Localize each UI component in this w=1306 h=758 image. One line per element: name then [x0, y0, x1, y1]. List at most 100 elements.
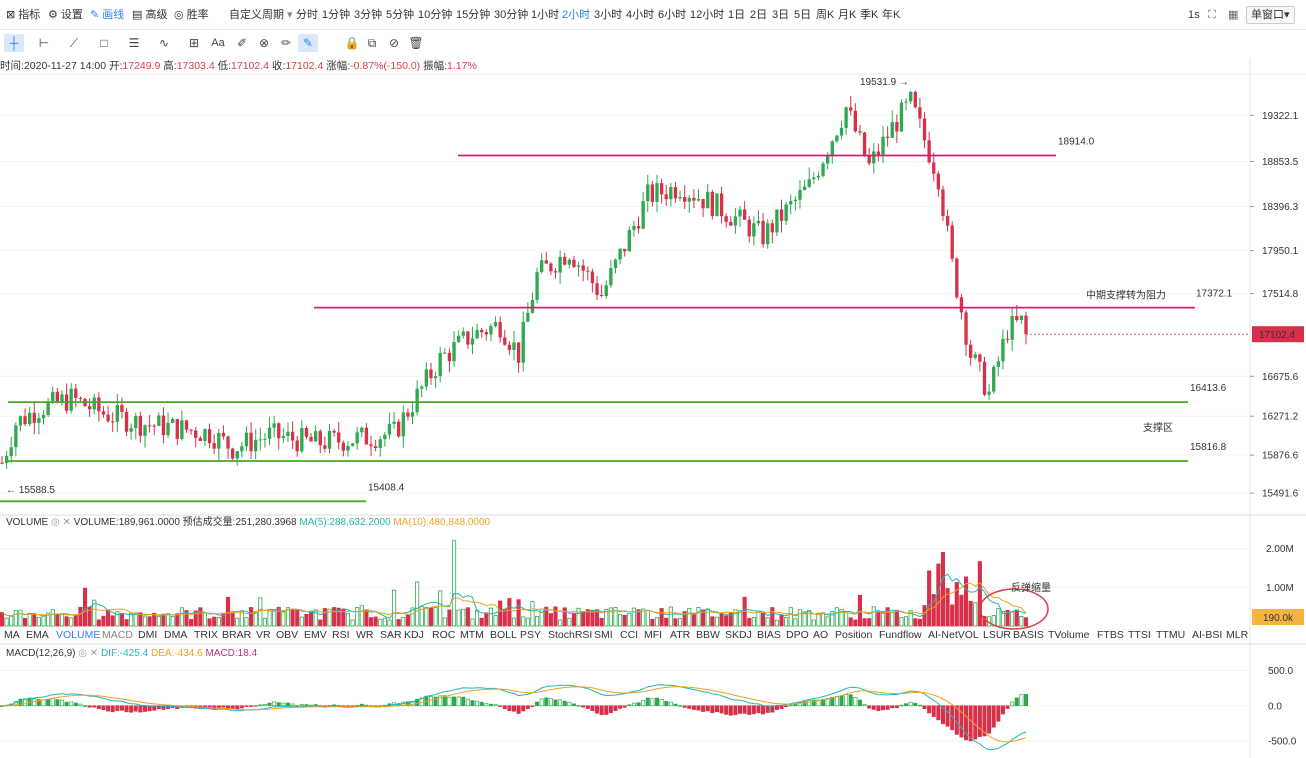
toolbar-pen-button[interactable]: ✎ 画线: [90, 7, 124, 23]
indicator-emv[interactable]: EMV: [304, 629, 327, 641]
text-icon[interactable]: Aa: [211, 37, 225, 49]
indicator-ttsi[interactable]: TTSI: [1128, 629, 1151, 641]
eye-off-icon[interactable]: ⊘: [388, 36, 400, 50]
indicator-smi[interactable]: SMI: [594, 629, 613, 641]
horizontal-line-icon[interactable]: ⊢: [38, 36, 50, 50]
indicator-dmi[interactable]: DMI: [138, 629, 158, 641]
indicator-skdj[interactable]: SKDJ: [725, 629, 752, 641]
period-20[interactable]: 年K: [882, 9, 901, 21]
magnet-icon[interactable]: ⊗: [258, 36, 270, 50]
indicator-ftbs[interactable]: FTBS: [1097, 629, 1124, 641]
indicator-position[interactable]: Position: [835, 629, 873, 641]
ruler-icon[interactable]: ✏: [280, 36, 292, 50]
indicator-basis[interactable]: BASIS: [1013, 629, 1044, 641]
indicator-rsi[interactable]: RSI: [332, 629, 350, 641]
period-16[interactable]: 5日: [794, 9, 812, 21]
volume-bar: [212, 616, 217, 627]
indicator-stochrsi[interactable]: StochRSI: [548, 629, 593, 641]
indicator-sar[interactable]: SAR: [380, 629, 402, 641]
period-19[interactable]: 季K: [860, 9, 879, 21]
bottom-label: 15408.4: [368, 482, 405, 493]
indicator-macd[interactable]: MACD: [102, 629, 133, 641]
indicator-ttmu[interactable]: TTMU: [1156, 629, 1186, 641]
layout-icon[interactable]: ▦: [1228, 9, 1239, 21]
indicator-mlr[interactable]: MLR: [1226, 629, 1249, 641]
close-icon[interactable]: ✕: [89, 648, 99, 659]
close-icon[interactable]: ✕: [62, 517, 71, 528]
indicator-ema[interactable]: EMA: [26, 629, 49, 641]
indicator-atr[interactable]: ATR: [670, 629, 691, 641]
indicator-ma[interactable]: MA: [4, 629, 20, 641]
indicator-cci[interactable]: CCI: [620, 629, 639, 641]
indicator-mfi[interactable]: MFI: [644, 629, 663, 641]
indicator-roc[interactable]: ROC: [432, 629, 456, 641]
indicator-bias[interactable]: BIAS: [757, 629, 781, 641]
period-6[interactable]: 30分钟: [494, 9, 529, 21]
indicator-psy[interactable]: PSY: [520, 629, 542, 641]
period-14[interactable]: 2日: [750, 9, 768, 21]
volume-bar: [299, 616, 304, 627]
macd-bar: [613, 705, 618, 711]
indicator-dma[interactable]: DMA: [164, 629, 188, 641]
indicator-bbw[interactable]: BBW: [696, 629, 720, 641]
toolbar-target-button[interactable]: ◎ 胜率: [174, 7, 209, 23]
period-10[interactable]: 4小时: [626, 9, 655, 21]
period-17[interactable]: 周K: [816, 9, 835, 21]
toolbar-printer-button[interactable]: ▤ 高级: [132, 7, 167, 23]
brush-icon[interactable]: ✐: [236, 36, 248, 50]
indicator-volume[interactable]: VOLUME: [56, 629, 101, 641]
price-tick-label: 17514.8: [1262, 289, 1299, 300]
copy-icon[interactable]: ⧉: [367, 36, 377, 50]
fib-icon[interactable]: ☰: [128, 36, 140, 50]
eye-icon[interactable]: ◎: [78, 648, 87, 659]
wave-icon[interactable]: ∿: [158, 36, 170, 50]
indicator-tvolume[interactable]: TVolume: [1048, 629, 1090, 641]
period-9[interactable]: 3小时: [594, 9, 623, 21]
period-0[interactable]: 分时: [296, 9, 318, 21]
trend-line-icon[interactable]: ⟋: [69, 36, 79, 50]
custom-period-dropdown[interactable]: 自定义周期 ▾: [229, 7, 293, 23]
indicator-brar[interactable]: BRAR: [222, 629, 252, 641]
indicator-kdj[interactable]: KDJ: [404, 629, 424, 641]
period-15[interactable]: 3日: [772, 9, 790, 21]
eye-icon[interactable]: ◎: [51, 517, 60, 528]
crosshair-icon[interactable]: ┼: [4, 34, 24, 52]
indicator-obv[interactable]: OBV: [276, 629, 299, 641]
indicator-mtm[interactable]: MTM: [460, 629, 484, 641]
macd-bar: [954, 705, 959, 735]
period-1[interactable]: 1分钟: [322, 9, 351, 21]
indicator-ai-netvol[interactable]: AI-NetVOL: [928, 629, 979, 641]
indicator-vr[interactable]: VR: [256, 629, 271, 641]
indicator-ai-bsi[interactable]: AI-BSI: [1192, 629, 1223, 641]
indicator-trix[interactable]: TRIX: [194, 629, 218, 641]
measure-icon[interactable]: ⊞: [188, 36, 200, 50]
period-13[interactable]: 1日: [728, 9, 746, 21]
indicator-ao[interactable]: AO: [813, 629, 829, 641]
volume-bar: [982, 616, 987, 627]
indicator-fundflow[interactable]: Fundflow: [879, 629, 922, 641]
period-8[interactable]: 2小时: [562, 9, 591, 21]
period-18[interactable]: 月K: [838, 9, 857, 21]
trash-icon[interactable]: 🗑: [408, 36, 424, 50]
indicator-wr[interactable]: WR: [356, 629, 374, 641]
period-11[interactable]: 6小时: [658, 9, 687, 21]
indicator-dpo[interactable]: DPO: [786, 629, 809, 641]
period-3[interactable]: 5分钟: [386, 9, 415, 21]
period-7[interactable]: 1小时: [531, 9, 560, 21]
period-12[interactable]: 12小时: [690, 9, 725, 21]
toolbar-indicator-button[interactable]: ⊠ 指标: [6, 7, 40, 23]
window-mode-dropdown[interactable]: 单窗口▾: [1246, 6, 1295, 24]
draw-mode-icon[interactable]: ✎: [298, 34, 318, 52]
period-4[interactable]: 10分钟: [418, 9, 453, 21]
indicator-boll[interactable]: BOLL: [490, 629, 517, 641]
period-5[interactable]: 15分钟: [456, 9, 491, 21]
fullscreen-icon[interactable]: ⛶: [1208, 9, 1216, 21]
refresh-interval[interactable]: 1s: [1188, 9, 1200, 21]
rectangle-icon[interactable]: □: [100, 36, 108, 50]
volume-bar: [336, 607, 341, 627]
period-2[interactable]: 3分钟: [354, 9, 383, 21]
indicator-lsur[interactable]: LSUR: [983, 629, 1012, 641]
toolbar-gear-button[interactable]: ⚙ 设置: [48, 7, 83, 23]
lock-icon[interactable]: 🔒: [344, 36, 360, 50]
